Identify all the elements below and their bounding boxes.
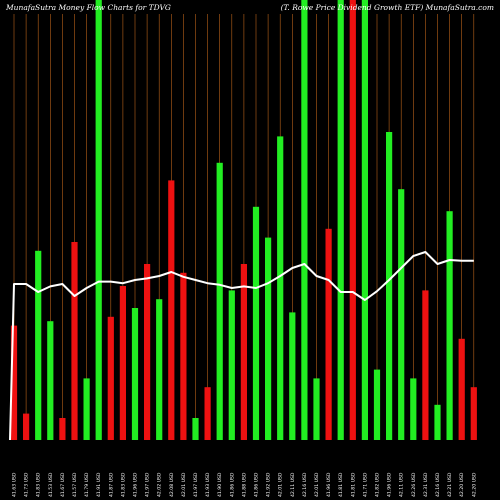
tick-label: 41.86 USD: [254, 472, 260, 497]
money-flow-bar: [119, 286, 126, 440]
money-flow-bar: [144, 264, 151, 440]
tick-label: 41.87 USD: [108, 472, 114, 497]
tick-label: 41.97 USD: [193, 472, 199, 497]
tick-label: 41.91 USD: [96, 472, 102, 497]
money-flow-bar: [192, 418, 199, 440]
money-flow-bar: [216, 162, 223, 441]
tick-label: 42.20 USD: [459, 472, 465, 497]
money-flow-bar: [107, 316, 114, 440]
x-tick-labels: 41.63 USD 41.73 USD 41.83 USD 41.53 USD 41.6…: [12, 472, 478, 497]
tick-label: 41.57 USD: [72, 472, 78, 497]
tick-label: 42.21 USD: [447, 472, 453, 497]
tick-label: 41.92 USD: [266, 472, 272, 497]
tick-label: 41.63 USD: [12, 472, 18, 497]
tick-label: 42.11 USD: [290, 472, 296, 497]
money-flow-bar: [252, 206, 260, 440]
price-line-layer: [9, 251, 474, 441]
money-flow-bar: [35, 250, 42, 440]
money-flow-bar: [325, 228, 332, 440]
tick-label: 42.08 USD: [169, 472, 175, 497]
tick-label: 41.82 USD: [375, 472, 381, 497]
tick-label: 42.01 USD: [181, 472, 187, 497]
tick-label: 41.67 USD: [60, 472, 66, 497]
tick-label: 41.86 USD: [229, 472, 235, 497]
tick-label: 41.81 USD: [350, 472, 356, 497]
money-flow-bar: [180, 272, 187, 440]
money-flow-bar: [277, 136, 284, 440]
money-flow-bar: [434, 404, 441, 440]
price-line: [9, 251, 474, 441]
tick-label: 42.16 USD: [435, 472, 441, 497]
tick-label: 41.79 USD: [84, 472, 90, 497]
money-flow-bar: [228, 290, 235, 440]
money-flow-bar: [301, 0, 308, 440]
money-flow-bar: [240, 264, 247, 440]
tick-label: 42.11 USD: [399, 472, 405, 497]
tick-label: 41.97 USD: [145, 472, 151, 497]
money-flow-bar: [373, 369, 381, 440]
tick-label: 41.96 USD: [133, 472, 139, 497]
money-flow-bar: [168, 180, 175, 440]
tick-label: 41.71 USD: [362, 472, 368, 497]
money-flow-bar: [156, 299, 163, 440]
money-flow-bar: [47, 321, 54, 440]
money-flow-bar: [410, 378, 417, 440]
tick-label: 41.88 USD: [241, 472, 247, 497]
tick-label: 42.20 USD: [471, 472, 477, 497]
tick-label: 41.90 USD: [217, 472, 223, 497]
tick-label: 42.31 USD: [423, 472, 429, 497]
money-flow-bar: [95, 0, 102, 440]
tick-label: 42.02 USD: [157, 472, 163, 497]
money-flow-bar: [23, 413, 30, 440]
money-flow-bar: [83, 378, 90, 440]
money-flow-bar: [289, 312, 296, 440]
tick-label: 42.01 USD: [278, 472, 284, 497]
tick-label: 42.16 USD: [302, 472, 308, 497]
tick-label: 41.73 USD: [24, 472, 30, 497]
money-flow-bar: [361, 0, 368, 440]
money-flow-bar: [422, 290, 429, 440]
money-flow-bar: [10, 325, 18, 440]
money-flow-bar: [470, 387, 477, 440]
tick-label: 41.81 USD: [338, 472, 344, 497]
tick-label: 41.83 USD: [120, 472, 126, 497]
money-flow-bar: [313, 378, 320, 440]
tick-label: 42.01 USD: [314, 472, 320, 497]
money-flow-bar: [71, 242, 78, 440]
tick-label: 41.83 USD: [36, 472, 42, 497]
tick-label: 41.53 USD: [48, 472, 54, 497]
money-flow-bar: [398, 189, 405, 440]
tick-label: 41.93 USD: [205, 472, 211, 497]
money-flow-bar: [349, 0, 356, 440]
tick-label: 41.96 USD: [326, 472, 332, 497]
chart-subtitle: (T. Rowe Price Dividend Growth ETF) Muna…: [281, 3, 494, 12]
money-flow-bar: [59, 418, 66, 440]
money-flow-bar: [204, 387, 211, 440]
chart-title: MunafaSutra Money Flow Charts for TDVG: [5, 3, 171, 12]
money-flow-bar: [131, 308, 139, 440]
money-flow-bar: [446, 211, 453, 440]
money-flow-bar: [337, 0, 344, 440]
bar-series: [10, 0, 477, 441]
tick-label: 42.26 USD: [411, 472, 417, 497]
money-flow-bar: [458, 338, 465, 440]
tick-label: 41.96 USD: [387, 472, 393, 497]
money-flow-bar: [386, 132, 393, 440]
money-flow-bar: [265, 237, 272, 440]
